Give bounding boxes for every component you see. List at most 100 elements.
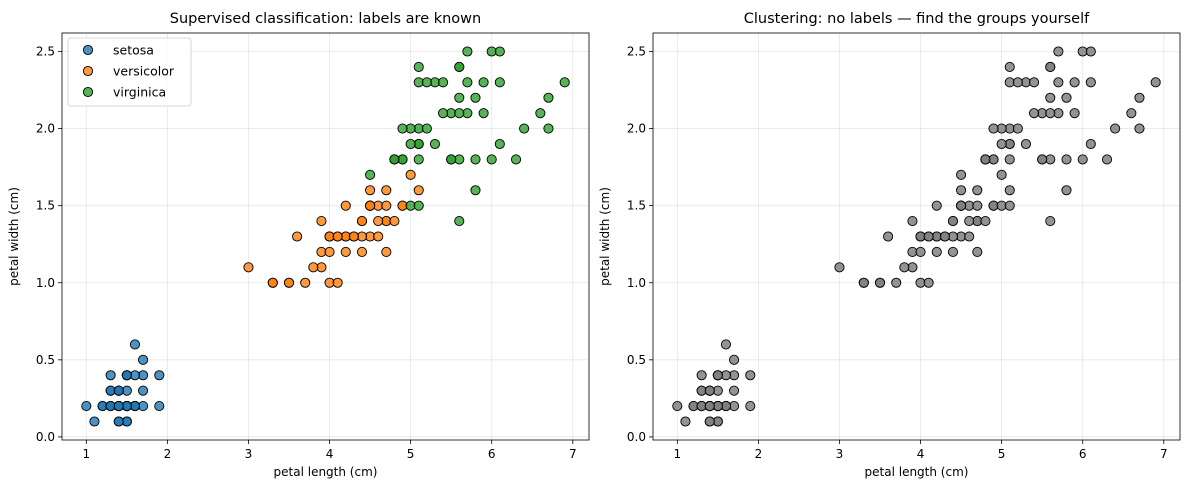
scatter-point [1085, 46, 1096, 57]
scatter-point [1150, 77, 1161, 88]
y-tick-label: 1.5 [36, 199, 55, 213]
y-tick-label: 0.0 [627, 430, 646, 444]
scatter-point-virginica [429, 138, 441, 150]
scatter-point-versicolor [316, 216, 327, 227]
scatter-point [704, 416, 715, 427]
scatter-point-virginica [462, 77, 473, 88]
y-tick-label: 2.0 [627, 122, 646, 136]
scatter-point [712, 370, 723, 381]
x-tick-label: 5 [998, 447, 1006, 461]
scatter-point-versicolor [405, 169, 416, 180]
scatter-point-virginica [397, 123, 408, 134]
scatter-point-versicolor [365, 185, 376, 196]
x-axis-label-left: petal length (cm) [274, 465, 378, 479]
scatter-point [956, 185, 967, 196]
scatter-point [858, 277, 869, 288]
x-tick-label: 1 [83, 447, 91, 461]
scatter-point-versicolor [324, 246, 335, 257]
y-tick-label: 0.5 [36, 353, 55, 367]
x-tick-label: 3 [836, 447, 844, 461]
scatter-point [1069, 108, 1080, 119]
scatter-point-versicolor [381, 185, 392, 196]
y-tick-label: 2.5 [36, 45, 55, 59]
scatter-point [1012, 77, 1023, 88]
scatter-point-virginica [454, 216, 465, 227]
legend-marker-setosa [82, 44, 94, 56]
scatter-point [1020, 138, 1032, 150]
legend-label-versicolor: versicolor [113, 64, 175, 79]
scatter-point [1045, 108, 1056, 119]
scatter-point-versicolor [389, 216, 400, 227]
scatter-point [1045, 216, 1056, 227]
panel-clustering: 1 2 3 4 5 6 7 0.0 0.5 1.0 1.5 2.0 2.5 Clustering: no… [598, 11, 1181, 479]
scatter-point-versicolor [348, 231, 359, 242]
scatter-point-virginica [510, 154, 522, 165]
scatter-point-setosa [105, 370, 116, 381]
scatter-point [745, 370, 756, 381]
scatter-point-virginica [543, 92, 554, 103]
scatter-point-versicolor [308, 262, 319, 273]
scatter-point-versicolor [332, 231, 343, 242]
scatter-point-versicolor [267, 277, 278, 288]
x-tick-label: 3 [245, 447, 253, 461]
chart-title-left: Supervised classification: labels are kn… [170, 11, 481, 27]
scatter-point [964, 231, 975, 242]
plot-frame-left [61, 32, 590, 441]
panel-supervised: 1 2 3 4 5 6 7 0.0 0.5 1.0 1.5 2.0 2.5 Supervised cla… [7, 11, 590, 479]
scatter-point [980, 154, 991, 165]
axis-ticks-right: 1 2 3 4 5 6 7 0.0 0.5 1.0 1.5 2.0 2.5 [627, 45, 1168, 462]
legend-box [67, 37, 192, 107]
scatter-point [972, 200, 983, 211]
scatter-point-setosa [154, 401, 165, 412]
x-tick-label: 4 [326, 447, 334, 461]
scatter-point [923, 277, 934, 288]
y-axis-label-right: petal width (cm) [598, 187, 612, 286]
scatter-point-virginica [454, 92, 465, 103]
legend-marker-versicolor [82, 65, 94, 77]
scatter-point-versicolor [292, 231, 303, 242]
scatter-point [947, 216, 959, 227]
scatter-point [915, 246, 926, 257]
scatter-point-virginica [365, 169, 376, 180]
scatter-point-versicolor [243, 262, 254, 273]
scatter-point-versicolor [365, 200, 376, 211]
scatter-point [891, 277, 902, 288]
scatter-point [964, 216, 975, 227]
scatter-point-setosa [89, 416, 100, 427]
scatter-point-setosa [154, 370, 165, 381]
y-tick-label: 2.5 [627, 45, 646, 59]
scatter-point [696, 370, 707, 381]
scatter-point-setosa [138, 385, 149, 396]
axis-ticks-left: 1 2 3 4 5 6 7 0.0 0.5 1.0 1.5 2.0 2.5 [36, 45, 577, 462]
scatter-point-virginica [438, 77, 449, 88]
x-tick-label: 6 [1079, 447, 1087, 461]
y-tick-label: 1.5 [627, 199, 646, 213]
scatter-point [899, 262, 910, 273]
scatter-point-virginica [494, 138, 505, 150]
scatter-point-virginica [413, 61, 424, 72]
scatter-point-virginica [413, 200, 424, 211]
scatter-point [1110, 123, 1121, 134]
scatter-point-virginica [478, 108, 489, 119]
scatter-point [972, 246, 983, 257]
y-tick-label: 1.0 [627, 276, 646, 290]
scatter-point [704, 401, 715, 412]
x-tick-label: 2 [755, 447, 763, 461]
scatter-point-virginica [519, 123, 530, 134]
y-tick-label: 0.0 [36, 430, 55, 444]
scatter-points-left [81, 46, 570, 427]
scatter-point [988, 123, 999, 134]
scatter-point-versicolor [413, 185, 424, 196]
scatter-point-virginica [543, 123, 554, 134]
scatter-point-virginica [470, 92, 481, 103]
scatter-point-setosa [138, 354, 149, 365]
scatter-point-virginica [559, 77, 570, 88]
scatter-point [972, 185, 983, 196]
scatter-point-setosa [113, 416, 124, 427]
scatter-point [956, 200, 967, 211]
scatter-point-setosa [113, 401, 124, 412]
scatter-point [704, 385, 715, 396]
scatter-point [1004, 61, 1015, 72]
scatter-point-virginica [438, 108, 449, 119]
